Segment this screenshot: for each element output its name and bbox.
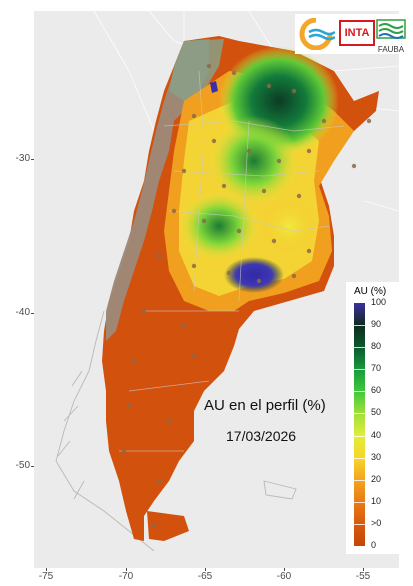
chile-coast xyxy=(55,310,297,552)
legend-tick xyxy=(354,523,365,525)
legend-label: 80 xyxy=(371,341,382,352)
fauba-logo: FAUBA xyxy=(375,18,407,54)
legend-label: 90 xyxy=(371,319,382,330)
legend-tick xyxy=(354,457,365,459)
argentina-map xyxy=(55,11,399,552)
x-tick-mark xyxy=(205,568,206,571)
blue-patch-north xyxy=(210,81,218,93)
y-tick-mark xyxy=(31,313,34,314)
x-tick-mark xyxy=(126,568,127,571)
x-tick-label: -65 xyxy=(197,571,213,582)
legend-tick xyxy=(354,435,365,437)
x-tick-mark xyxy=(284,568,285,571)
legend-tick xyxy=(354,347,365,349)
x-tick-label: -75 xyxy=(38,571,54,582)
legend-label: 20 xyxy=(371,473,382,484)
legend-color-bar xyxy=(354,303,365,546)
ora-logo xyxy=(299,18,335,50)
legend-tick xyxy=(354,479,365,481)
legend-tick xyxy=(354,325,365,327)
x-tick-mark xyxy=(46,568,47,571)
station-dots xyxy=(121,63,372,529)
legend-label: 0 xyxy=(371,540,377,550)
y-tick-label: -30 xyxy=(15,153,30,164)
legend-tick xyxy=(354,369,365,371)
inta-logo: INTA xyxy=(339,20,375,46)
inta-logo-text: INTA xyxy=(344,27,370,39)
map-date: 17/03/2026 xyxy=(226,428,297,444)
legend-tick xyxy=(354,391,365,393)
legend-label: 70 xyxy=(371,363,382,374)
legend-tick xyxy=(354,413,365,415)
legend-label: >0 xyxy=(371,517,382,528)
legend-title: AU (%) xyxy=(354,286,387,297)
fauba-logo-text: FAUBA xyxy=(377,45,405,54)
x-tick-label: -55 xyxy=(355,571,371,582)
y-tick-mark xyxy=(31,159,34,160)
y-tick-mark xyxy=(31,466,34,467)
legend-label: 40 xyxy=(371,429,382,440)
legend-label: 10 xyxy=(371,495,382,506)
logo-strip: INTA FAUBA xyxy=(295,14,408,54)
y-tick-label: -50 xyxy=(15,460,30,471)
legend-label: 60 xyxy=(371,385,382,396)
andes-band xyxy=(106,39,209,341)
y-tick-label: -40 xyxy=(15,307,30,318)
legend-tick xyxy=(354,501,365,503)
x-tick-mark xyxy=(363,568,364,571)
legend: AU (%) 100 90 80 70 60 50 40 30 20 10 >0 0 xyxy=(346,282,404,554)
tierra-del-fuego xyxy=(147,511,189,541)
andes-north-grey xyxy=(169,39,224,101)
x-tick-label: -70 xyxy=(118,571,134,582)
map-panel xyxy=(34,11,399,568)
legend-label: 50 xyxy=(371,407,382,418)
map-title: AU en el perfil (%) xyxy=(204,397,326,414)
fauba-icon xyxy=(376,19,406,39)
legend-label: 30 xyxy=(371,451,382,462)
legend-label: 100 xyxy=(371,297,387,307)
x-tick-label: -60 xyxy=(276,571,292,582)
